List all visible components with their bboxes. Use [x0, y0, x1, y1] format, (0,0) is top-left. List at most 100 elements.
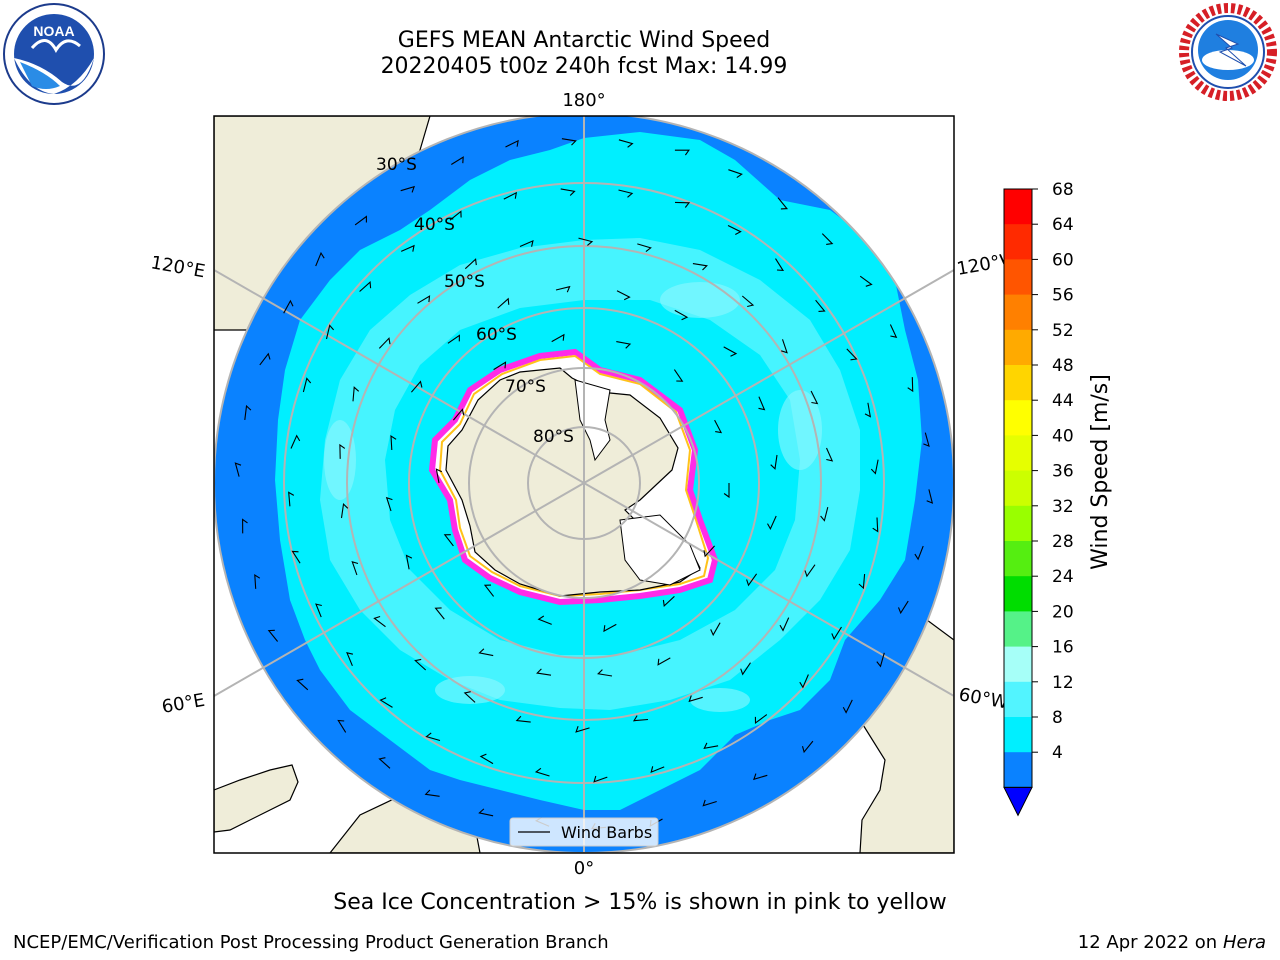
legend-label: Wind Barbs: [561, 823, 652, 842]
map-frame: [213, 115, 955, 854]
colorbar-tick-label: 12: [1052, 673, 1074, 693]
colorbar-tick-label: 64: [1052, 215, 1074, 235]
wind-barb: [923, 432, 930, 448]
wind-barb: [727, 225, 742, 235]
wind-barb: [710, 622, 721, 637]
wind-barb: [618, 139, 634, 148]
wind-barb: [290, 434, 301, 449]
wind-barb: [632, 715, 649, 722]
madagascar-landmass: [214, 764, 299, 833]
wind-barb: [561, 138, 577, 146]
wind-barb: [831, 626, 842, 641]
colorbar-segment: [1004, 189, 1032, 225]
colorbar-segment: [1004, 611, 1032, 648]
colorbar-segment: [1004, 681, 1032, 718]
footer-date: 12 Apr 2022 on Hera: [1078, 932, 1266, 953]
colorbar-tick-label: 16: [1052, 638, 1074, 658]
lon-label-180: 180°: [562, 90, 605, 111]
lat-label-80s: 80°S: [533, 427, 574, 447]
colorbar-segment: [1004, 576, 1032, 612]
lat-label-60s: 60°S: [476, 325, 517, 345]
colorbar-segment: [1004, 329, 1032, 366]
colorbar-tick-label: 20: [1052, 602, 1074, 622]
wind-barb: [889, 324, 898, 338]
wind-barb: [340, 502, 349, 519]
wind-barb: [379, 697, 393, 708]
wind-barb: [754, 714, 768, 724]
wind-barb: [410, 380, 423, 393]
wind-barb: [483, 584, 495, 597]
lon-label-60e: 60°E: [160, 690, 206, 718]
wind-barb: [858, 573, 866, 590]
colorbar-segment: [1004, 224, 1032, 260]
wind-barb: [872, 517, 879, 533]
lat-label-70s: 70°S: [505, 377, 546, 397]
wind-barb: [616, 290, 631, 301]
noaa-logo: NOAA: [3, 3, 105, 105]
colorbar-border: [1003, 188, 1033, 788]
wind-barb: [781, 339, 788, 354]
wind-barb: [378, 337, 391, 349]
lon-label-120e: 120°E: [149, 252, 207, 282]
wind-barb: [352, 386, 360, 402]
colorbar-segment: [1004, 505, 1032, 542]
wind-barb: [876, 652, 885, 668]
wind-barb: [373, 615, 386, 628]
wind-barb: [650, 766, 665, 774]
wind-barb: [283, 299, 294, 314]
wind-barb: [673, 369, 684, 382]
wind-barb: [674, 149, 690, 156]
wind-barb: [593, 775, 608, 783]
wind-barb: [815, 299, 826, 312]
wind-barb: [424, 789, 440, 797]
wind-barb: [825, 447, 834, 462]
colorbar-tick-label: 4: [1052, 743, 1063, 763]
footer-host: Hera: [1222, 932, 1266, 953]
colorbar-segment: [1004, 365, 1032, 401]
wind-barb: [505, 139, 519, 148]
wind-barb: [400, 185, 415, 193]
wind-barb: [779, 617, 790, 632]
colorbar: 68 64 60 56 52 48 44 40 36 32 28 24 20 16 12 8 4: [1003, 180, 1074, 817]
wind-barb: [820, 506, 829, 522]
wind-barb: [603, 623, 617, 633]
ronne-ice-shelf: [619, 514, 701, 586]
lat-label-40s: 40°S: [414, 215, 455, 235]
wind-barb: [478, 808, 494, 817]
wind-barb: [452, 408, 465, 421]
wind-barb: [302, 377, 312, 393]
wind-barb: [575, 726, 590, 733]
wind-barb: [799, 674, 809, 689]
wind-barb: [354, 215, 367, 226]
colorbar-tick-label: 28: [1052, 532, 1074, 552]
wind-barb: [770, 454, 778, 470]
wind-barb: [897, 600, 909, 615]
lon-label-0: 0°: [574, 858, 594, 879]
colorbar-segment: [1004, 435, 1032, 472]
wind-barb: [907, 377, 914, 393]
wind-barb-legend: Wind Barbs: [509, 817, 659, 847]
colorbar-segment: [1004, 400, 1032, 436]
wind-barb: [400, 244, 415, 252]
colorbar-segment: [1004, 541, 1032, 577]
lat-label-50s: 50°S: [444, 272, 485, 292]
wind-barb: [390, 434, 397, 451]
wind-barb: [775, 258, 785, 272]
colorbar-extend-arrow: [1003, 786, 1033, 817]
wind-barb: [493, 361, 507, 371]
wind-barb: [478, 648, 494, 657]
colorbar-tick-label: 48: [1052, 356, 1074, 376]
wind-barb: [259, 352, 271, 366]
wind-barb: [519, 239, 534, 248]
wind-barb: [425, 732, 441, 742]
colorbar-segment: [1004, 752, 1032, 788]
wind-barb: [534, 767, 550, 777]
wind-barb: [740, 662, 751, 676]
colorbar-segment: [1004, 294, 1032, 331]
wind-barb: [914, 545, 924, 561]
wind-barb: [385, 496, 393, 512]
footer-branch: NCEP/EMC/Verification Post Processing Pr…: [13, 932, 609, 953]
colorbar-tick-label: 60: [1052, 250, 1074, 270]
wind-barb: [767, 515, 777, 531]
wind-barb: [515, 715, 531, 723]
